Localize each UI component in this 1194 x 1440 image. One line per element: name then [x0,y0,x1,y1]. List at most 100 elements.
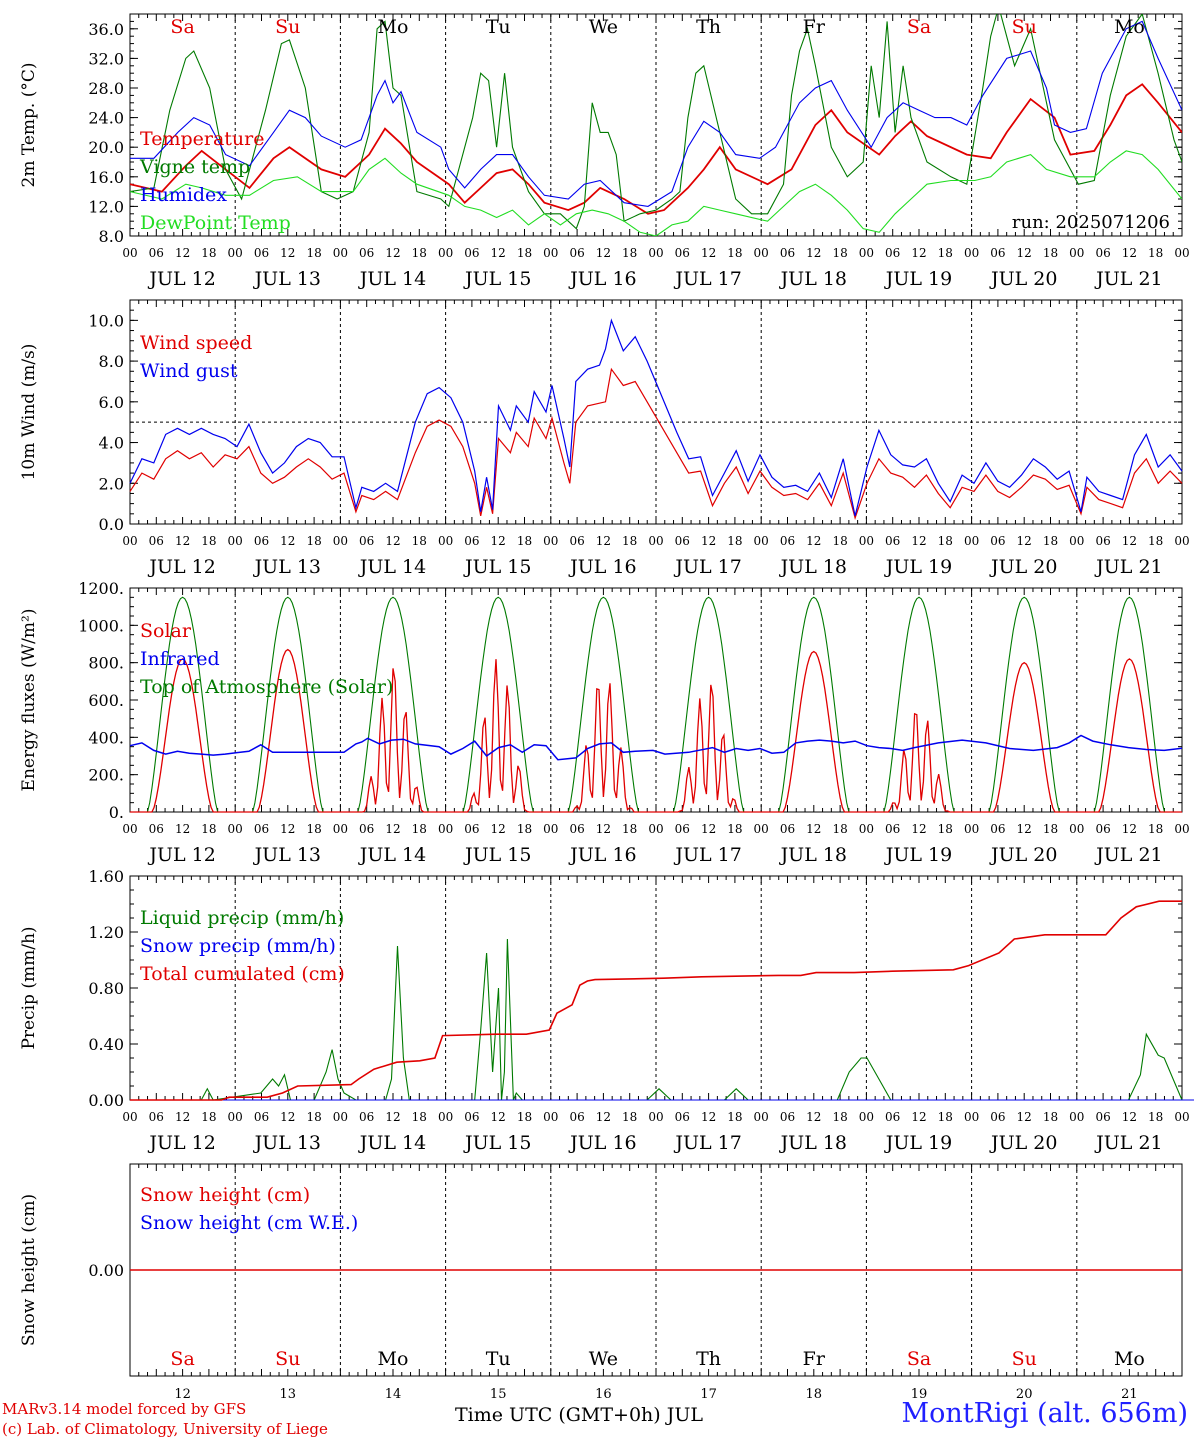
date-label: JUL 17 [673,268,741,290]
date-label: JUL 12 [147,844,215,866]
time-axis-label: Time UTC (GMT+0h) JUL [455,1404,703,1426]
y-tick-label: 8.0 [99,352,124,371]
day-name-top: Mo [378,16,409,38]
date-label: JUL 16 [568,556,636,578]
y-tick-label: 2.0 [99,474,124,493]
hour-tick-label: 12 [911,534,926,548]
day-name-bottom: Su [275,1348,300,1370]
date-label: JUL 18 [779,268,847,290]
hour-tick-label: 18 [832,246,847,260]
day-name-bottom: Sa [170,1348,194,1370]
hour-tick-label: 06 [254,822,269,836]
hour-tick-label: 06 [359,534,374,548]
y-tick-label: 1000. [78,616,124,635]
legend-entry: Infrared [140,648,220,670]
date-label: JUL 18 [779,1132,847,1154]
hour-tick-label: 12 [1122,1110,1137,1124]
date-label: JUL 20 [989,556,1057,578]
hour-tick-label: 18 [201,246,216,260]
hour-tick-label: 00 [228,534,243,548]
series-total-cumulated-cm- [130,900,1182,1101]
hour-tick-label: 06 [1095,246,1110,260]
run-label: run: 2025071206 [1012,212,1170,233]
hour-tick-label: 12 [1122,534,1137,548]
hour-tick-label: 00 [754,1110,769,1124]
hour-tick-label: 06 [149,534,164,548]
hour-tick-label: 18 [938,534,953,548]
y-tick-label: 24.0 [88,109,124,128]
hour-tick-label: 00 [333,246,348,260]
temperature-series-group [130,14,1182,236]
hour-tick-label: 12 [491,1110,506,1124]
hour-tick-label: 06 [885,534,900,548]
y-axis-label: Energy fluxes (W/m²) [19,609,39,792]
hour-tick-label: 00 [543,822,558,836]
day-name-bottom: Su [1012,1348,1037,1370]
hour-tick-label: 00 [754,246,769,260]
legend-entry: Liquid precip (mm/h) [140,907,344,929]
hour-tick-label: 06 [149,822,164,836]
legend-entry: Solar [140,620,192,642]
hour-tick-label: 00 [1069,822,1084,836]
hour-tick-label: 18 [832,822,847,836]
hour-tick-label: 00 [543,1110,558,1124]
hour-tick-label: 18 [832,1110,847,1124]
hour-tick-label: 06 [990,246,1005,260]
series-wind-gust [129,318,1183,517]
hour-tick-label: 06 [464,534,479,548]
date-label: JUL 20 [989,844,1057,866]
hour-tick-label: 12 [701,246,716,260]
hour-tick-label: 12 [491,822,506,836]
hour-tick-label: 12 [911,246,926,260]
date-label: JUL 21 [1094,844,1162,866]
day-name-bottom: Mo [1114,1348,1145,1370]
hour-tick-label: 00 [333,534,348,548]
hour-tick-label: 12 [385,822,400,836]
date-label: JUL 19 [884,268,952,290]
hour-tick-label: 00 [438,534,453,548]
legend-entry: Humidex [140,184,227,206]
date-label: JUL 14 [358,556,426,578]
hour-tick-label: 06 [780,534,795,548]
hour-tick-label: 12 [175,534,190,548]
hour-tick-label: 12 [911,1110,926,1124]
hour-tick-label: 18 [412,246,427,260]
hour-tick-label: 12 [911,822,926,836]
date-label: JUL 15 [463,844,531,866]
y-tick-label: 200. [88,766,124,785]
day-number: 13 [280,1387,297,1402]
hour-tick-label: 00 [964,1110,979,1124]
hour-tick-label: 00 [438,246,453,260]
date-label: JUL 15 [463,268,531,290]
hour-tick-label: 18 [201,534,216,548]
hour-tick-label: 06 [675,246,690,260]
hour-tick-label: 18 [727,246,742,260]
hour-tick-label: 00 [859,822,874,836]
date-label: JUL 15 [463,1132,531,1154]
hour-tick-label: 06 [675,822,690,836]
y-tick-label: 800. [88,654,124,673]
hour-tick-label: 18 [517,246,532,260]
legend-entry: DewPoint Temp [140,212,291,234]
day-number: 15 [490,1387,507,1402]
legend-entry: Snow height (cm W.E.) [140,1212,358,1234]
hour-tick-label: 18 [306,822,321,836]
y-tick-label: 4.0 [99,434,124,453]
series-temperature [130,83,1182,215]
date-label: JUL 19 [884,1132,952,1154]
hour-tick-label: 12 [1122,246,1137,260]
hour-tick-label: 18 [306,1110,321,1124]
hour-tick-label: 12 [280,534,295,548]
hour-tick-label: 12 [385,534,400,548]
hour-tick-label: 18 [1148,822,1163,836]
hour-tick-label: 18 [938,822,953,836]
hour-tick-label: 18 [1148,246,1163,260]
hour-tick-label: 00 [648,246,663,260]
hour-tick-label: 12 [596,822,611,836]
hour-tick-label: 06 [569,1110,584,1124]
hour-tick-label: 12 [385,246,400,260]
hour-tick-label: 06 [254,1110,269,1124]
day-name-bottom: Fr [803,1348,826,1370]
hour-tick-label: 06 [675,534,690,548]
panel-frame [129,587,1183,813]
